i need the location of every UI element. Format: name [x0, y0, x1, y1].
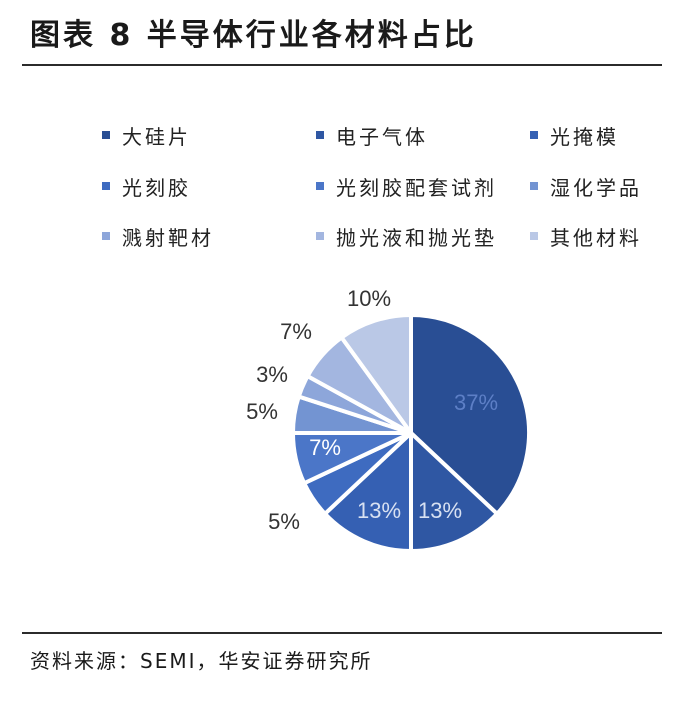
pie-chart: 37% 13% 13% 5% 7% 5% 3% 7% 10%: [246, 286, 532, 553]
legend-swatch: [530, 232, 538, 240]
pie-slice: [322, 431, 413, 553]
legend-label: 其他材料: [550, 225, 642, 250]
data-label: 13%: [418, 498, 462, 523]
legend-label: 光刻胶: [122, 175, 191, 200]
legend-item: 抛光液和抛光垫: [316, 223, 497, 250]
title-divider: [22, 64, 662, 66]
legend-item: 其他材料: [530, 223, 642, 250]
legend-label: 湿化学品: [550, 175, 642, 200]
legend-item: 光掩模: [530, 122, 619, 149]
legend-item: 溅射靶材: [102, 223, 214, 250]
legend-label: 光刻胶配套试剂: [336, 175, 497, 200]
pie-slice: [409, 313, 532, 516]
legend-item: 大硅片: [102, 122, 191, 149]
data-label: 7%: [280, 319, 312, 344]
chart-legend: 大硅片 电子气体 光掩模光刻胶 光刻胶配套试剂 湿化学品溅射靶材 抛光液和抛光垫 其他材料: [0, 0, 678, 260]
data-label: 7%: [309, 435, 341, 460]
legend-item: 光刻胶: [102, 173, 191, 200]
data-label: 13%: [357, 498, 401, 523]
legend-swatch: [316, 182, 324, 190]
legend-label: 光掩模: [550, 124, 619, 149]
legend-swatch: [530, 182, 538, 190]
legend-label: 大硅片: [122, 124, 191, 149]
data-label: 5%: [268, 509, 300, 534]
source-note: 资料来源：SEMI，华安证券研究所: [30, 649, 373, 673]
legend-swatch: [102, 182, 110, 190]
data-label: 3%: [256, 362, 288, 387]
source-divider: [22, 632, 662, 634]
legend-swatch: [530, 131, 538, 139]
data-label: 37%: [454, 390, 498, 415]
legend-item: 湿化学品: [530, 173, 642, 200]
legend-item: 光刻胶配套试剂: [316, 173, 497, 200]
data-label: 10%: [347, 286, 391, 311]
legend-item: 电子气体: [316, 122, 428, 149]
legend-swatch: [316, 131, 324, 139]
legend-label: 抛光液和抛光垫: [336, 225, 497, 250]
chart-title: 图表 8 半导体行业各材料占比: [30, 18, 477, 53]
pie-slice: [409, 431, 500, 553]
legend-label: 电子气体: [336, 124, 428, 149]
legend-swatch: [316, 232, 324, 240]
data-label: 5%: [246, 399, 278, 424]
legend-label: 溅射靶材: [122, 225, 214, 250]
legend-swatch: [102, 131, 110, 139]
legend-swatch: [102, 232, 110, 240]
pie-slice: [339, 313, 413, 435]
